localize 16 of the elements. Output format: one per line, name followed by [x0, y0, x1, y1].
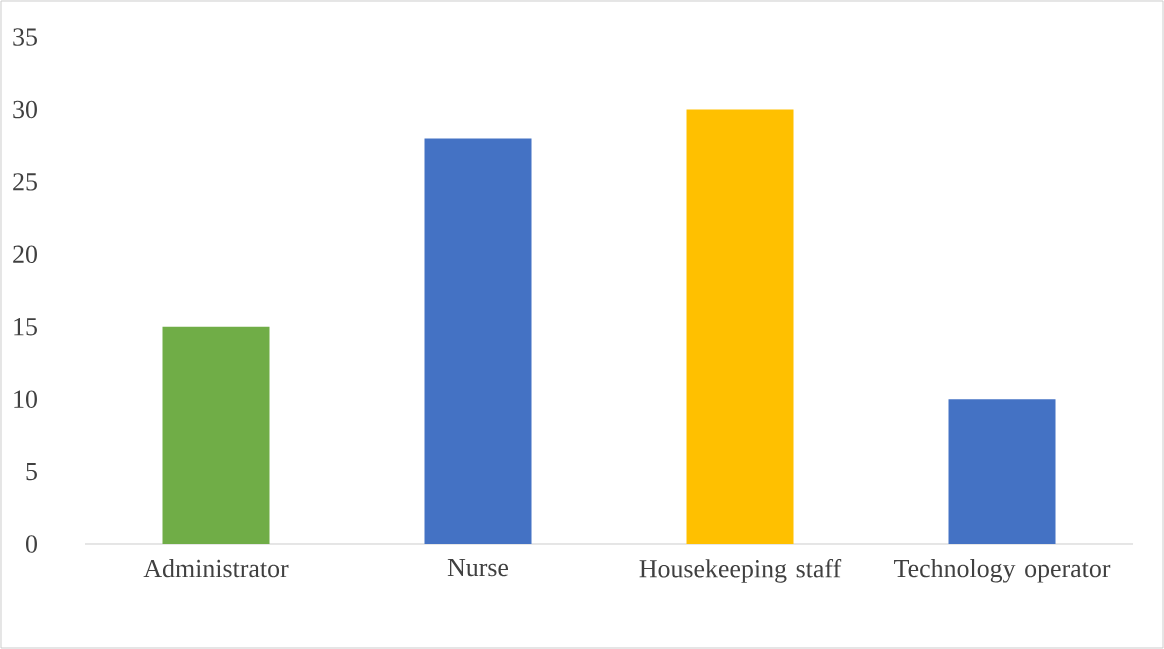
- y-tick-label: 30: [13, 100, 37, 119]
- x-tick-label: Nurse: [447, 559, 509, 577]
- x-tick-label: Administrator: [143, 559, 289, 578]
- bar: [948, 399, 1056, 544]
- x-tick-label: Technology operator: [894, 559, 1111, 583]
- bar: [162, 326, 270, 544]
- bar: [424, 138, 532, 544]
- x-tick-label: Housekeeping staff: [639, 559, 842, 583]
- y-tick-label: 5: [26, 462, 37, 481]
- y-tick-label: 10: [14, 390, 37, 408]
- bar: [686, 109, 794, 544]
- y-tick-label: 20: [13, 245, 37, 264]
- y-tick-label: 25: [13, 173, 37, 191]
- y-tick-label: 35: [13, 28, 37, 46]
- y-tick-label: 15: [14, 318, 37, 336]
- y-tick-label: 0: [26, 535, 37, 553]
